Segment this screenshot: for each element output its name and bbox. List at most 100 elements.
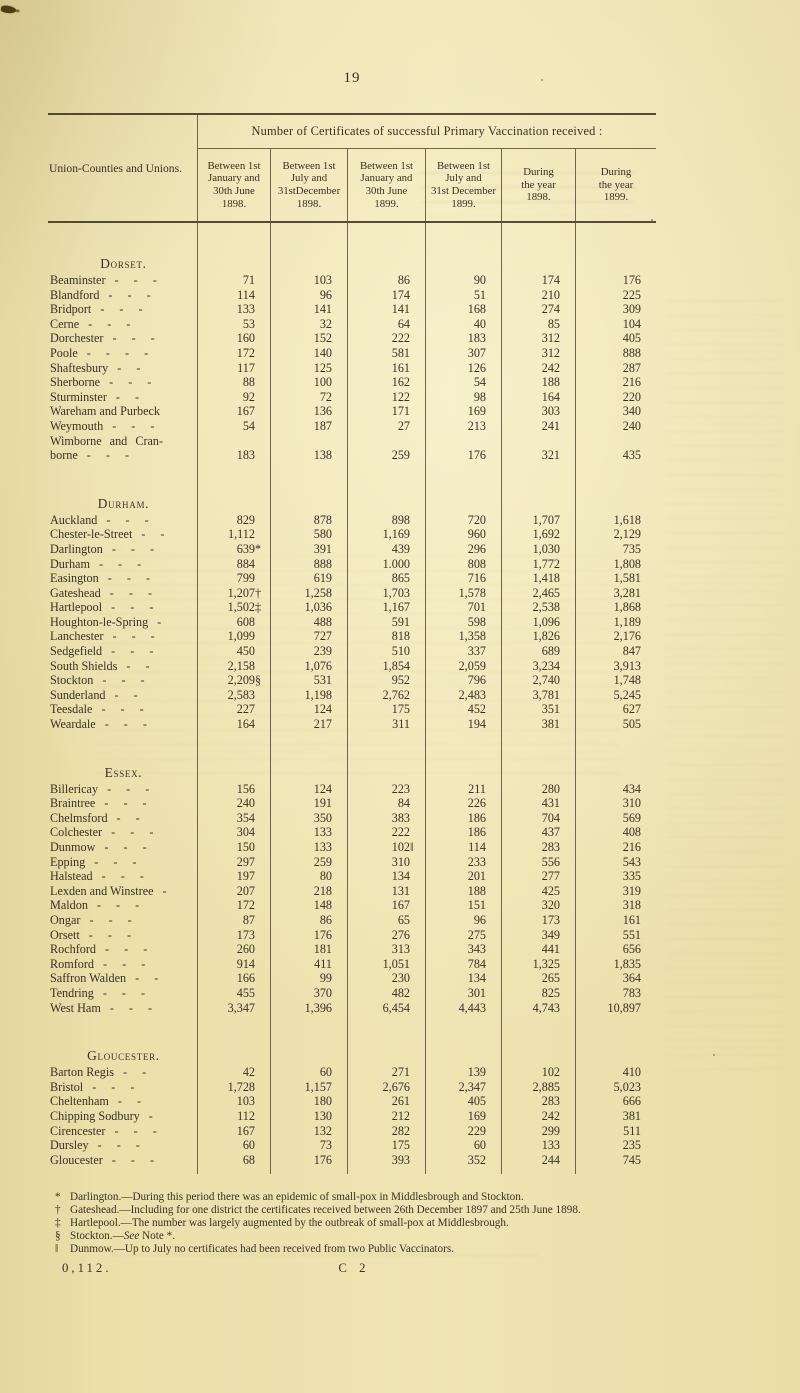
value-cell: 124 [271, 702, 348, 718]
union-name-text: Cirencester [50, 1123, 106, 1138]
value-cell: 194 [426, 717, 502, 732]
certificate-count: 134 [467, 971, 486, 986]
value-cell: 265 [502, 971, 576, 986]
leader-dashes: - - - [104, 717, 147, 732]
certificate-count: 133 [236, 302, 255, 317]
leader-dashes: - - - [114, 273, 157, 287]
value-cell: 543 [576, 855, 656, 870]
value-cell: 102 [502, 1065, 576, 1080]
union-name-text: Ongar [50, 912, 81, 927]
footnotes: * Darlington.—During this period there wa… [55, 1191, 715, 1256]
value-cell [271, 223, 348, 273]
value-cell: 310 [576, 796, 656, 811]
value-cell [502, 731, 576, 782]
certificate-count: 312 [541, 345, 560, 360]
show-through-ghost [665, 300, 785, 1070]
certificate-count: 745 [622, 1152, 641, 1167]
union-name-cell: Tendring - - - [48, 985, 198, 1001]
certificate-count: 598 [467, 614, 486, 629]
certificate-count: 303 [541, 404, 560, 419]
value-cell [426, 462, 502, 513]
value-cell: 1,051 [348, 956, 426, 972]
value-cell: 1,358 [426, 629, 502, 645]
certificate-count: 259 [391, 448, 410, 463]
certificate-count: 104 [622, 316, 641, 331]
value-cell: 183 [198, 433, 271, 463]
leader-dashes: - - - [112, 331, 155, 346]
certificate-count: 878 [313, 512, 332, 527]
certificate-count: 580 [313, 527, 332, 542]
union-name-cell: Halstead - - - [48, 869, 198, 884]
certificate-count: 1,707 [532, 512, 560, 527]
certificate-count: 191 [313, 796, 332, 811]
certificate-count: 1,808 [613, 556, 641, 571]
certificate-count: 383 [391, 810, 410, 825]
union-row: Romford - - - 914 411 1,051 784 1,325 1,835 [48, 956, 656, 972]
certificate-count: 222 [391, 825, 410, 840]
value-cell: 86 [348, 273, 426, 288]
certificate-count: 4,443 [458, 1000, 486, 1015]
value-cell: 276 [348, 927, 426, 943]
union-name-text: Sherborne [50, 375, 101, 390]
certificate-count: 151 [467, 898, 486, 913]
union-name: Billericay - - - [50, 782, 197, 797]
value-cell: 259 [271, 854, 348, 870]
leader-dashes: - - [114, 687, 138, 702]
union-name-cell: Hartlepool - - - [48, 600, 198, 615]
certificate-count: 60 [473, 1138, 486, 1153]
value-cell: 133 [502, 1138, 576, 1153]
leader-dashes: - - - [94, 854, 137, 869]
union-name-text: Teesdale [50, 702, 93, 717]
certificate-count: 2,885 [532, 1079, 560, 1094]
certificate-count: 150 [236, 840, 255, 854]
union-name-text: Sunderland [50, 687, 106, 702]
value-cell: 556 [502, 854, 576, 870]
certificate-count: 1,112 [228, 527, 255, 542]
column-header: Between 1st July and 31stDecember 1898. [271, 149, 348, 221]
value-cell: 65 [348, 912, 426, 928]
value-cell: 104 [576, 317, 656, 332]
value-cell: 3,781 [502, 687, 576, 703]
union-name: Shaftesbury - - [50, 361, 197, 376]
value-cell: 2,676 [348, 1079, 426, 1095]
certificate-count: 1,198 [304, 687, 332, 702]
value-cell: 130 [271, 1108, 348, 1124]
union-row: Ongar - - - 87 86 65 96 173 161 [48, 912, 656, 928]
value-cell: 220 [576, 390, 656, 405]
certificate-count: 720 [467, 512, 486, 527]
certificate-count: 172 [236, 898, 255, 913]
certificate-count: 280 [541, 781, 560, 796]
value-cell: 441 [502, 942, 576, 957]
value-cell: 201 [426, 869, 502, 884]
value-cell: 391 [271, 541, 348, 557]
value-cell: 370 [271, 985, 348, 1001]
certificate-count: 1,157 [304, 1079, 332, 1094]
certificate-count: 511 [623, 1123, 641, 1138]
section-heading-cell: Essex. [48, 731, 198, 782]
column-header: During the year 1899. [598, 166, 634, 204]
union-name: Sherborne - - - [50, 375, 197, 390]
certificate-count: 393 [391, 1152, 410, 1167]
value-cell: 27 [348, 418, 426, 434]
certificate-count: 569 [622, 810, 641, 825]
certificate-count: 1,772 [532, 556, 560, 571]
certificate-count: 370 [313, 985, 332, 1000]
union-name-text: Gateshead [50, 585, 101, 600]
value-cell: 141 [348, 302, 426, 317]
certificate-count: 884 [236, 556, 255, 571]
certificate-count: 265 [541, 971, 560, 986]
value-cell: 488 [271, 614, 348, 630]
certificate-count: 364 [622, 971, 641, 986]
value-cell: 99 [271, 971, 348, 986]
certificate-count: 825 [541, 985, 560, 1000]
union-name: Weymouth - - - [50, 419, 197, 434]
certificate-count: 319 [622, 883, 641, 898]
value-cell: 54 [426, 375, 502, 390]
certificate-count: 164 [541, 389, 560, 404]
value-cell: 235 [576, 1138, 656, 1153]
union-name: Halstead - - - [50, 869, 197, 884]
leader-dashes: - - - [109, 585, 153, 600]
value-cell: 283 [502, 1094, 576, 1109]
value-cell [271, 731, 348, 782]
value-cell: 86 [271, 912, 348, 928]
